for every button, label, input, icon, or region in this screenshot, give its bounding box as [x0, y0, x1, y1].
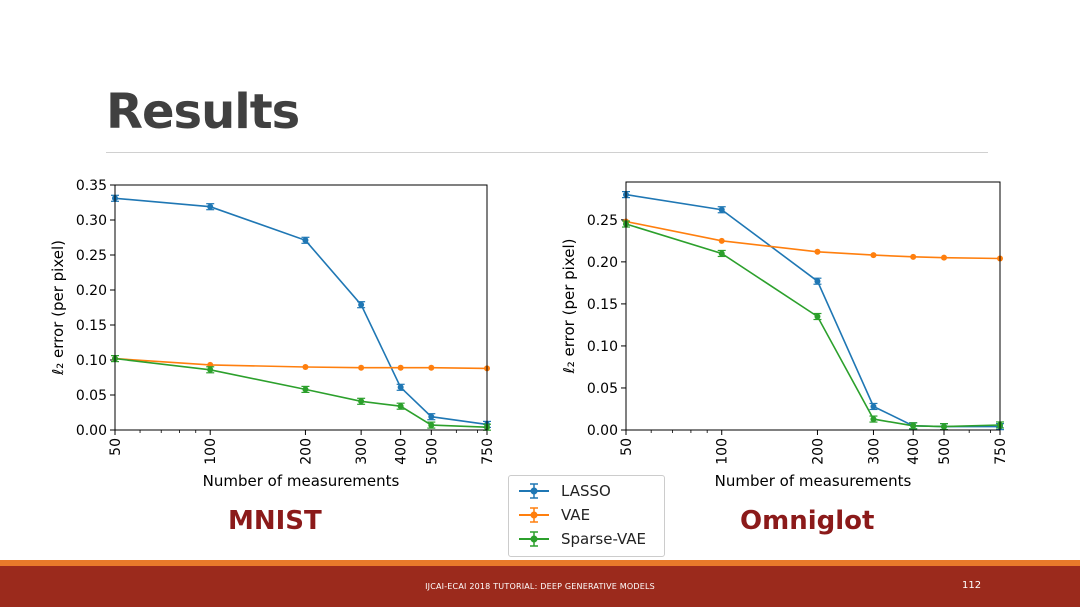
vae-point [941, 254, 948, 261]
sparse-vae-point [358, 398, 365, 405]
vae-line [625, 220, 1001, 260]
lasso-point [814, 278, 821, 285]
sparse-vae-point [870, 416, 877, 423]
sparse-vae-point [397, 403, 404, 410]
vae-point [397, 364, 404, 371]
lasso-marker-icon [519, 483, 549, 499]
legend-item-lasso: LASSO [509, 479, 664, 503]
y-tick-label: 0.15 [587, 297, 618, 313]
x-tick-label: 100 [203, 438, 219, 465]
mnist-chart: 50 100 200 300 400 500 750 0.00 0.05 0.10 0.15 0.20… [49, 178, 496, 490]
legend-label-vae: VAE [561, 506, 591, 524]
y-tick-label: 0.15 [76, 318, 107, 334]
lasso-point [870, 403, 877, 410]
y-tick-label: 0.20 [76, 283, 107, 299]
y-tick-label: 0.25 [76, 248, 107, 264]
y-tick-label: 0.25 [587, 213, 618, 229]
x-tick-label: 200 [298, 438, 314, 465]
footer-bar: IJCAI-ECAI 2018 TUTORIAL: DEEP GENERATIV… [0, 566, 1080, 607]
vae-point [870, 252, 877, 259]
sparse-vae-point [718, 250, 725, 257]
legend-item-vae: VAE [509, 503, 664, 527]
footer-accent-stripe [0, 560, 1080, 566]
vae-point [428, 364, 435, 371]
vae-marker-icon [519, 507, 549, 523]
x-tick-label: 50 [619, 438, 635, 456]
y-tick-label: 0.00 [76, 423, 107, 439]
vae-point [814, 248, 821, 255]
x-axis-label: Number of measurements [715, 472, 912, 490]
sparse-vae-line [625, 223, 1001, 428]
legend-item-sparse-vae: Sparse-VAE [509, 527, 664, 551]
vae-point [910, 253, 917, 260]
footer-text: IJCAI-ECAI 2018 TUTORIAL: DEEP GENERATIV… [425, 582, 655, 591]
page-number: 112 [962, 580, 982, 591]
y-tick-label: 0.35 [76, 178, 107, 194]
vae-point [302, 364, 309, 370]
vae-point [718, 237, 725, 244]
x-tick-label: 500 [424, 438, 440, 465]
lasso-point [207, 203, 214, 210]
slide-title: Results [106, 84, 300, 140]
lasso-point [428, 413, 435, 420]
lasso-line [625, 193, 1000, 428]
sparse-vae-point [302, 386, 309, 393]
y-tick-label: 0.05 [587, 381, 618, 397]
y-tick-label: 0.30 [76, 213, 107, 229]
x-tick-label: 500 [937, 438, 953, 465]
x-tick-label: 100 [715, 438, 731, 465]
y-tick-label: 0.10 [587, 339, 618, 355]
x-tick-label: 50 [108, 438, 124, 456]
y-axis-label: ℓ₂ error (per pixel) [560, 239, 578, 375]
lasso-point [718, 206, 725, 213]
plot-frame [625, 181, 1001, 431]
lasso-line [114, 197, 488, 426]
sparse-vae-point [941, 423, 948, 430]
sparse-vae-point [814, 313, 821, 320]
y-tick-label: 0.05 [76, 388, 107, 404]
omniglot-label: Omniglot [740, 506, 875, 536]
mnist-label: MNIST [228, 506, 322, 536]
lasso-point [302, 237, 309, 244]
lasso-point [397, 384, 404, 391]
title-divider [106, 152, 988, 153]
sparse-vae-point [207, 366, 214, 373]
vae-point [358, 364, 365, 371]
x-tick-label: 400 [394, 438, 410, 465]
y-tick-label: 0.20 [587, 255, 618, 271]
x-tick-label: 300 [354, 438, 370, 465]
x-tick-label: 750 [993, 438, 1009, 465]
x-tick-label: 300 [866, 438, 882, 465]
legend-label-sparse-vae: Sparse-VAE [561, 530, 647, 548]
y-tick-label: 0.10 [76, 353, 107, 369]
x-tick-label: 400 [906, 438, 922, 465]
x-tick-label: 750 [480, 438, 496, 465]
sparse-vae-point [428, 422, 435, 429]
legend-label-lasso: LASSO [561, 482, 611, 500]
y-axis-label: ℓ₂ error (per pixel) [49, 240, 67, 376]
plot-frame [114, 184, 488, 431]
lasso-point [358, 301, 365, 308]
sparse-vae-marker-icon [519, 531, 549, 547]
sparse-vae-point [910, 422, 917, 429]
legend: LASSO VAE Sparse-VAE [508, 475, 665, 557]
y-tick-label: 0.00 [587, 423, 618, 439]
omniglot-chart: 50 100 200 300 400 500 750 0.00 0.05 0.10 0.15 0.20… [560, 181, 1009, 490]
x-axis-label: Number of measurements [203, 472, 400, 490]
x-tick-label: 200 [810, 438, 826, 465]
